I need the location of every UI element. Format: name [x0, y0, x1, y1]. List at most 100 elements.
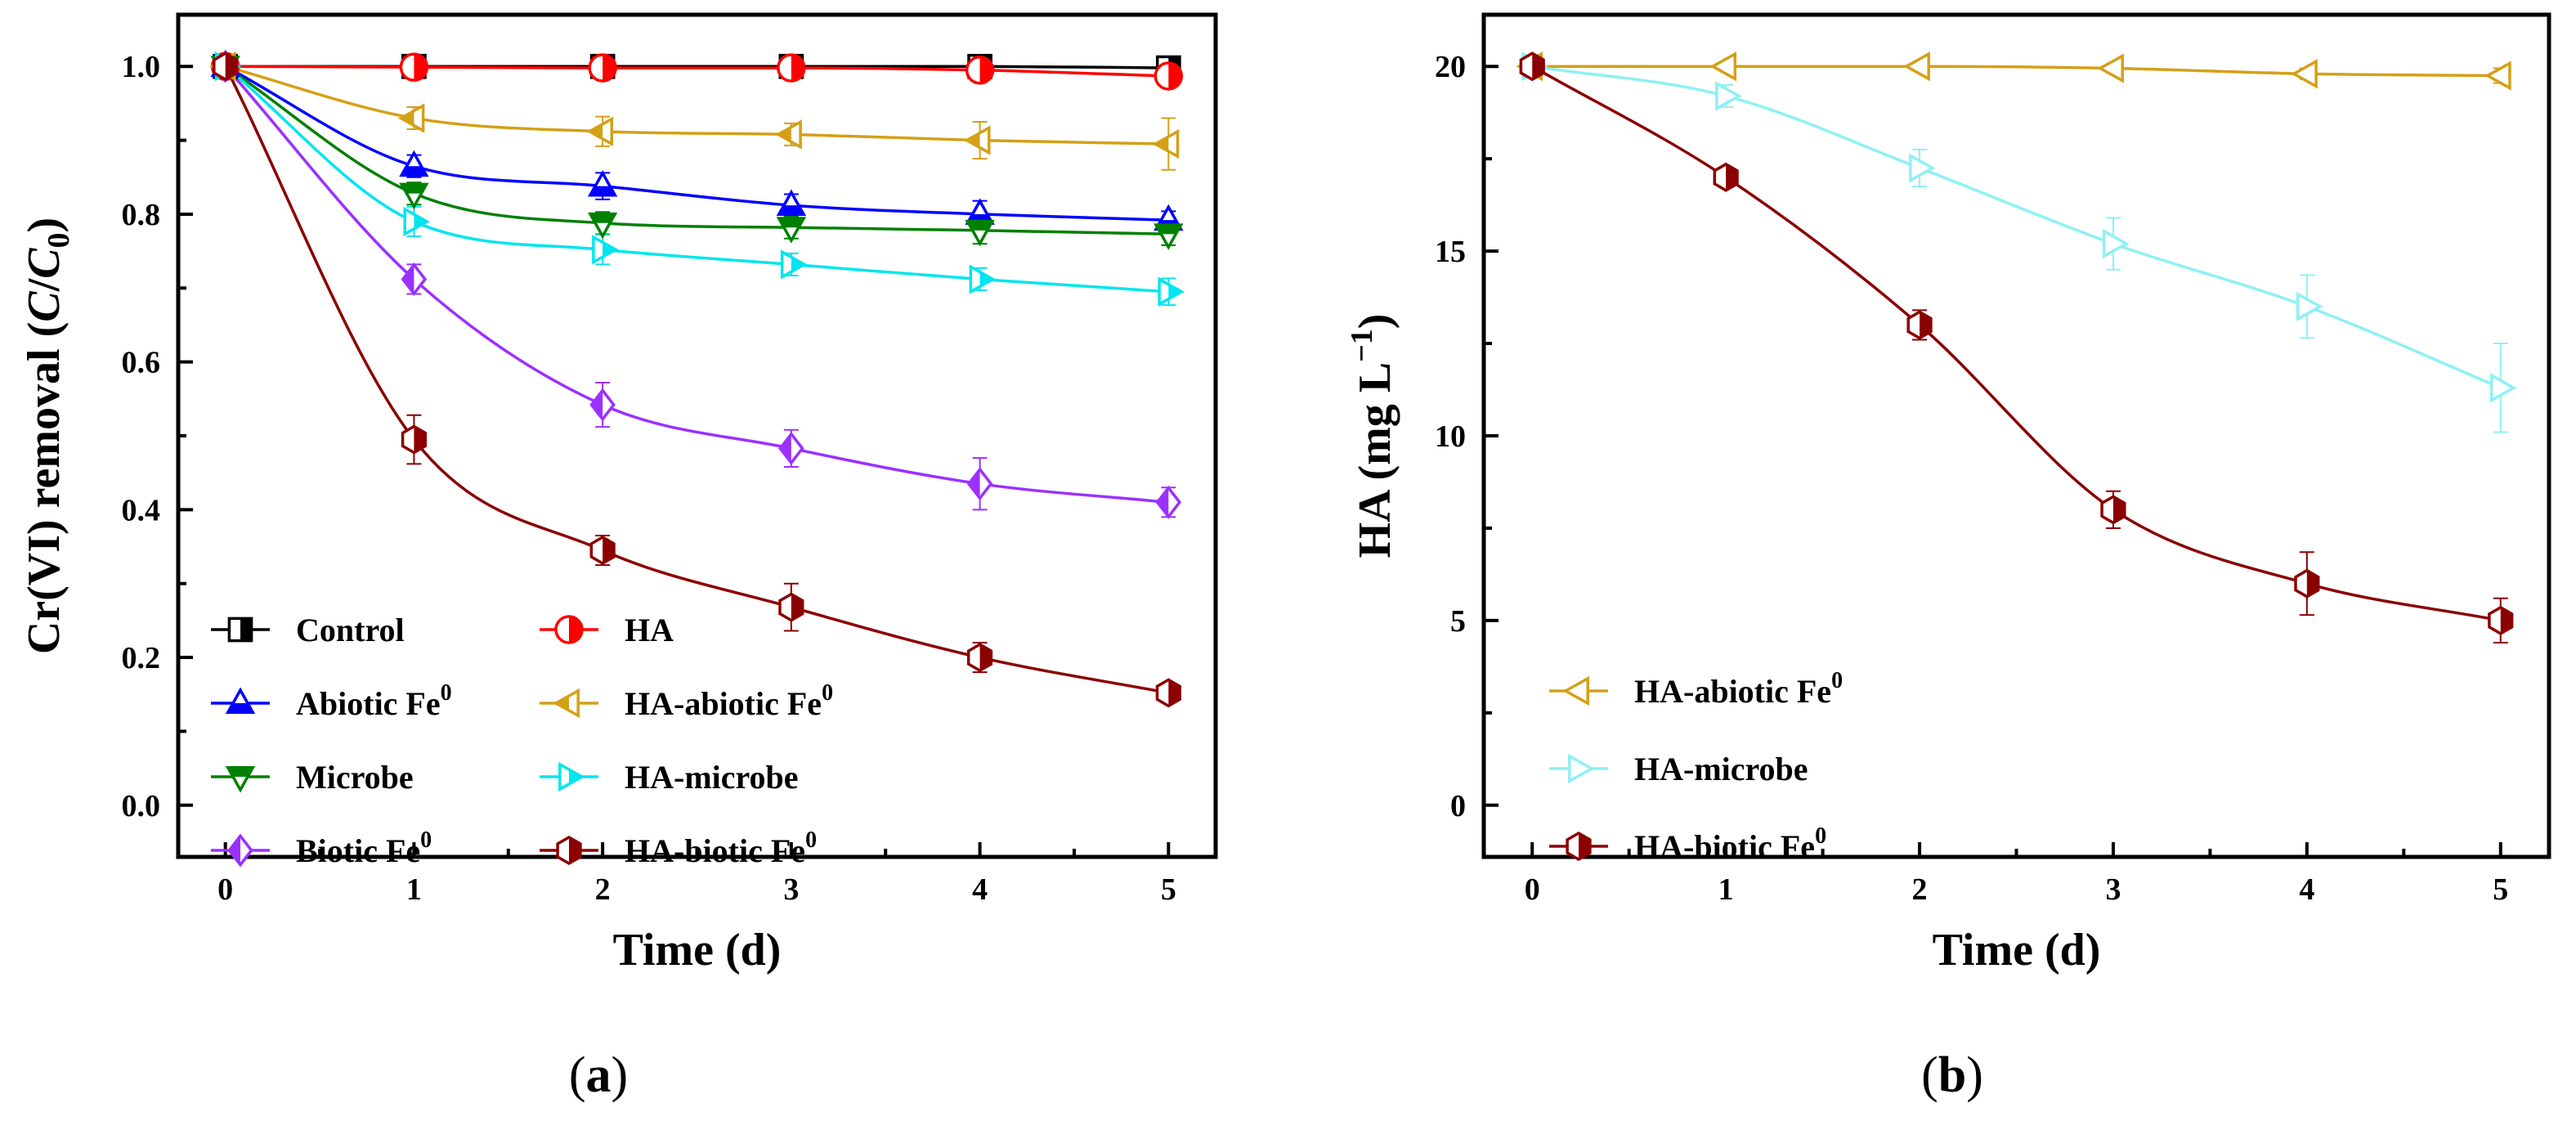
legend-label: HA-abiotic Fe0	[1634, 668, 1843, 710]
x-tick-label: 1	[1718, 872, 1734, 907]
series-line	[224, 65, 1169, 695]
x-tick-label: 0	[217, 872, 233, 907]
data-point	[225, 687, 256, 714]
data-point	[2097, 53, 2124, 83]
data-point	[1158, 276, 1185, 307]
legend: HA-abiotic Fe0 HA-microbe HA-biotic Fe0	[1549, 668, 1843, 865]
series-line	[224, 65, 1169, 294]
data-point	[227, 617, 253, 643]
y-tick-label: 1.0	[122, 50, 161, 84]
data-point	[401, 424, 428, 455]
data-point	[589, 388, 616, 422]
y-tick-label: 15	[1435, 235, 1466, 269]
tick-labels: 0 1 2 3 4 5 0.0 0.2 0.4 0.6 0.8 1.0	[122, 50, 1176, 907]
series-line	[1531, 65, 2502, 389]
panel-letter: a	[586, 1047, 612, 1103]
legend-label: Abiotic Fe0	[296, 680, 452, 722]
y-tick-label: 0.4	[122, 493, 161, 527]
data-point	[588, 53, 617, 83]
data-point	[1154, 61, 1184, 91]
data-point	[1903, 52, 1930, 82]
legend-item: Microbe	[211, 759, 414, 796]
legend-item: HA-abiotic Fe0	[1549, 668, 1843, 710]
legend-label: HA-abiotic Fe0	[625, 680, 833, 722]
data-point	[2484, 61, 2511, 91]
data-point	[2489, 373, 2517, 403]
legend-item: Biotic Fe0	[211, 827, 432, 869]
y-axis-label-part: C	[19, 248, 69, 279]
data-point	[2100, 495, 2126, 525]
plot-frame	[176, 12, 1218, 859]
legend-superscript: 0	[822, 680, 833, 706]
y-tick-label: 20	[1435, 50, 1466, 84]
data-point	[399, 52, 429, 82]
data-point	[1909, 153, 1936, 183]
data-point	[553, 688, 580, 719]
data-point	[1152, 128, 1180, 159]
data-point	[1155, 485, 1182, 519]
data-point	[397, 103, 425, 133]
data-point	[1155, 678, 1181, 708]
data-point	[1566, 831, 1592, 862]
data-point	[776, 189, 807, 217]
y-tick-label: 0.2	[122, 641, 161, 675]
y-axis-label: Cr(VI) removal (C/C0)	[19, 217, 76, 654]
error-bars	[217, 61, 1176, 703]
x-axis-label: Time (d)	[613, 925, 782, 975]
data-point	[586, 116, 614, 146]
series-curves	[224, 65, 1169, 695]
legend-label: HA-microbe	[625, 759, 799, 796]
data-markers	[209, 49, 1185, 708]
legend-item: Control	[211, 612, 405, 648]
series-line	[224, 65, 1169, 504]
data-point	[225, 766, 256, 793]
data-point	[213, 52, 239, 82]
x-tick-label: 3	[2105, 872, 2121, 907]
y-axis-label: HA (mg L−1)	[1345, 314, 1400, 558]
legend-label: Control	[296, 612, 405, 648]
y-axis-label-part: Cr(VI) removal (	[19, 322, 69, 654]
data-point	[227, 833, 253, 868]
data-point	[1906, 310, 1933, 340]
data-point	[2488, 605, 2514, 635]
series-line	[1531, 65, 2502, 622]
panel-label-b: (b)	[1921, 1047, 1983, 1103]
x-tick-label: 3	[783, 872, 799, 907]
x-tick-label: 4	[972, 872, 988, 907]
data-point	[587, 170, 618, 197]
data-point	[966, 467, 993, 501]
series-line	[225, 65, 1169, 78]
series-line	[1532, 65, 2501, 78]
data-point	[777, 53, 806, 83]
chart-panel-a: 0 1 2 3 4 5 0.0 0.2 0.4 0.6 0.8 1.0 Control Abiotic …	[19, 12, 1218, 1103]
legend-label: HA-microbe	[1634, 751, 1808, 787]
legend-superscript: 0	[805, 827, 817, 853]
data-point	[403, 206, 430, 237]
series-line	[224, 65, 1169, 222]
data-point	[1709, 52, 1737, 82]
data-point	[2291, 59, 2318, 89]
y-tick-label: 0.0	[122, 789, 161, 823]
legend-label: HA-biotic Fe0	[625, 827, 817, 869]
data-point	[1154, 223, 1184, 250]
data-point	[401, 262, 428, 296]
y-axis-label-subscript: 0	[42, 232, 76, 248]
legend-item: HA-microbe	[1549, 751, 1808, 787]
series-curves	[1531, 65, 2502, 622]
data-point	[775, 119, 802, 150]
error-bars	[1525, 61, 2508, 643]
x-tick-label: 4	[2299, 872, 2314, 907]
data-point	[587, 212, 618, 240]
data-point	[2296, 291, 2323, 322]
legend-item: Abiotic Fe0	[211, 680, 452, 722]
data-point	[778, 431, 804, 465]
legend-superscript: 0	[1831, 668, 1843, 693]
data-point	[1562, 675, 1589, 706]
data-markers	[1516, 52, 2517, 635]
data-point	[1568, 753, 1595, 784]
legend-label: Microbe	[296, 759, 414, 796]
y-axis-label-part: HA (mg L	[1350, 362, 1400, 558]
y-axis-label-part: /	[19, 277, 69, 292]
legend-item: HA-biotic Fe0	[1549, 823, 1826, 865]
